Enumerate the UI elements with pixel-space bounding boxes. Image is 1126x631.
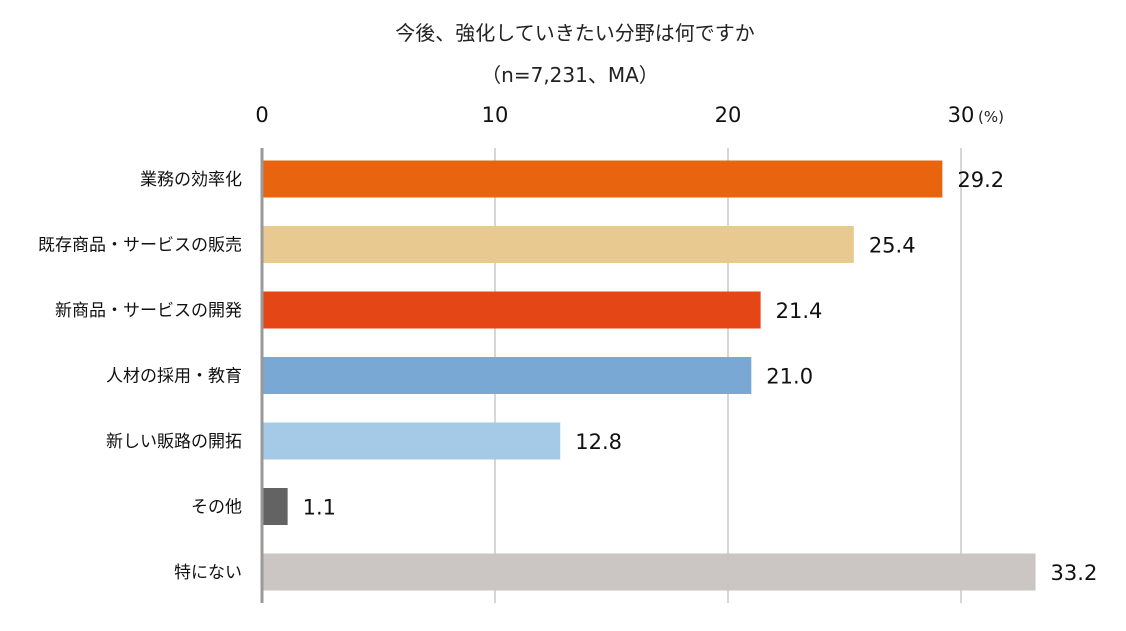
category-label: 既存商品・サービスの販売 xyxy=(38,236,242,256)
value-labels: 29.2 25.4 21.4 21.0 12.8 1.1 33.2 xyxy=(303,168,1098,585)
category-label: 業務の効率化 xyxy=(140,170,242,190)
bar xyxy=(262,291,761,329)
bar xyxy=(262,226,854,263)
x-tick-label: 0 xyxy=(255,103,268,127)
x-tick-label: 20 xyxy=(715,103,742,127)
category-label: その他 xyxy=(191,498,242,518)
data-label: 21.4 xyxy=(776,299,823,323)
x-axis-ticks: 0 10 20 30 xyxy=(255,103,974,127)
data-label: 1.1 xyxy=(303,496,336,520)
category-label: 新商品・サービスの開発 xyxy=(55,301,242,321)
bar xyxy=(262,357,752,394)
bar xyxy=(262,160,943,198)
data-label: 21.0 xyxy=(766,365,813,389)
bar xyxy=(262,553,1036,591)
category-labels: 業務の効率化既存商品・サービスの販売新商品・サービスの開発人材の採用・教育新しい… xyxy=(38,170,242,583)
data-label: 33.2 xyxy=(1051,561,1098,585)
data-label: 25.4 xyxy=(869,234,916,258)
chart-title: 今後、強化していきたい分野は何ですか xyxy=(395,21,754,45)
data-label: 29.2 xyxy=(957,168,1004,192)
category-label: 新しい販路の開拓 xyxy=(106,432,242,452)
category-label: 人材の採用・教育 xyxy=(106,367,242,387)
bar xyxy=(262,488,288,525)
category-label: 特にない xyxy=(174,563,242,583)
x-tick-label: 10 xyxy=(482,103,509,127)
data-label: 12.8 xyxy=(575,430,622,454)
unit-label: (%) xyxy=(978,108,1004,126)
bar xyxy=(262,422,561,460)
x-tick-label: 30 xyxy=(948,103,975,127)
chart-subtitle: （n=7,231、MA） xyxy=(481,63,659,87)
bars xyxy=(262,160,1036,591)
